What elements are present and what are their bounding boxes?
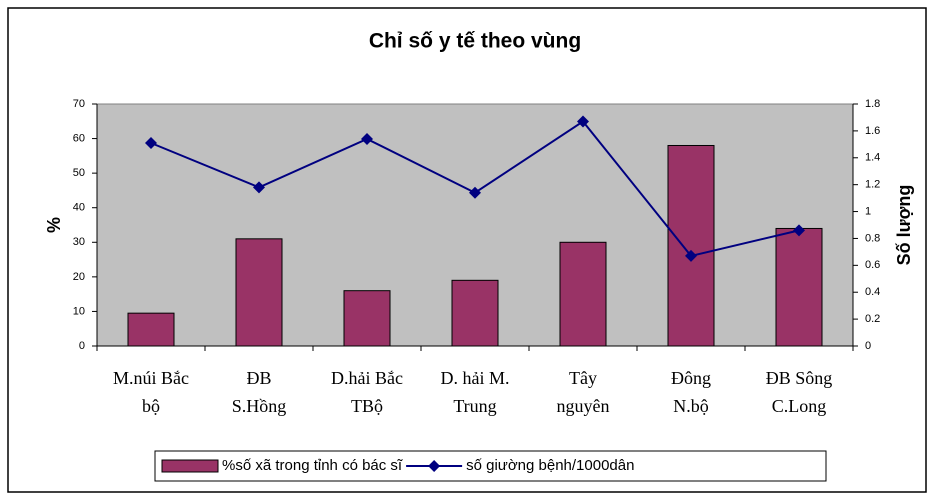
y-tick-label: 70 <box>73 98 85 110</box>
y2-tick-label: 0 <box>865 340 871 352</box>
y-tick-label: 60 <box>73 132 85 144</box>
bar <box>559 241 607 347</box>
y-tick-label: 30 <box>73 236 85 248</box>
line-marker <box>253 181 265 194</box>
x-tick-label: D.hải Bắc <box>331 368 403 388</box>
y2-tick-label: 0.4 <box>865 286 880 298</box>
x-tick-label: nguyên <box>557 396 610 416</box>
x-tick-label: Trung <box>453 396 496 416</box>
bar <box>667 144 715 347</box>
chart-title: Chỉ số y tế theo vùng <box>369 30 581 53</box>
line-marker <box>685 249 697 262</box>
line-marker <box>793 224 805 237</box>
y2-tick-label: 0.6 <box>865 259 880 271</box>
line-marker <box>469 186 481 199</box>
x-tick-label: TBộ <box>351 396 383 416</box>
y-tick-label: 0 <box>79 340 85 352</box>
line-marker <box>361 132 373 145</box>
x-tick-label: C.Long <box>772 396 827 416</box>
y-tick-label: 50 <box>73 167 85 179</box>
x-tick-label: Tây <box>569 368 597 388</box>
x-tick-label: N.bộ <box>673 396 709 416</box>
x-tick-label: M.núi Bắc <box>113 368 189 388</box>
legend-marker <box>428 460 441 472</box>
y2-tick-label: 1.4 <box>865 152 880 164</box>
y-tick-label: 20 <box>73 271 85 283</box>
y-axis-label: % <box>44 217 64 233</box>
y2-axis-label: Số lượng <box>894 185 914 266</box>
legend-swatch <box>161 459 219 473</box>
x-tick-label: D. hải M. <box>441 368 510 388</box>
x-tick-label: S.Hồng <box>232 396 287 416</box>
line-marker <box>577 115 589 128</box>
x-tick-label: ĐB <box>246 368 271 388</box>
y2-tick-label: 1 <box>865 205 871 217</box>
y2-tick-label: 0.8 <box>865 232 880 244</box>
legend-label: số giường bệnh/1000dân <box>466 457 634 474</box>
y2-tick-label: 1.6 <box>865 125 880 137</box>
y2-tick-label: 1.2 <box>865 179 880 191</box>
legend-label: %số xã trong tỉnh có bác sĩ <box>222 457 403 474</box>
bar <box>127 312 175 347</box>
bar <box>775 227 823 347</box>
x-tick-label: Đông <box>671 368 711 388</box>
bar <box>451 279 499 347</box>
bar <box>343 290 391 347</box>
legend-box <box>154 450 827 482</box>
x-tick-label: bộ <box>142 396 160 416</box>
y2-tick-label: 1.8 <box>865 98 880 110</box>
bar <box>235 238 283 347</box>
line-marker <box>145 136 157 149</box>
y-tick-label: 40 <box>73 202 85 214</box>
x-tick-label: ĐB Sông <box>766 368 833 388</box>
y-tick-label: 10 <box>73 305 85 317</box>
y2-tick-label: 0.2 <box>865 313 880 325</box>
